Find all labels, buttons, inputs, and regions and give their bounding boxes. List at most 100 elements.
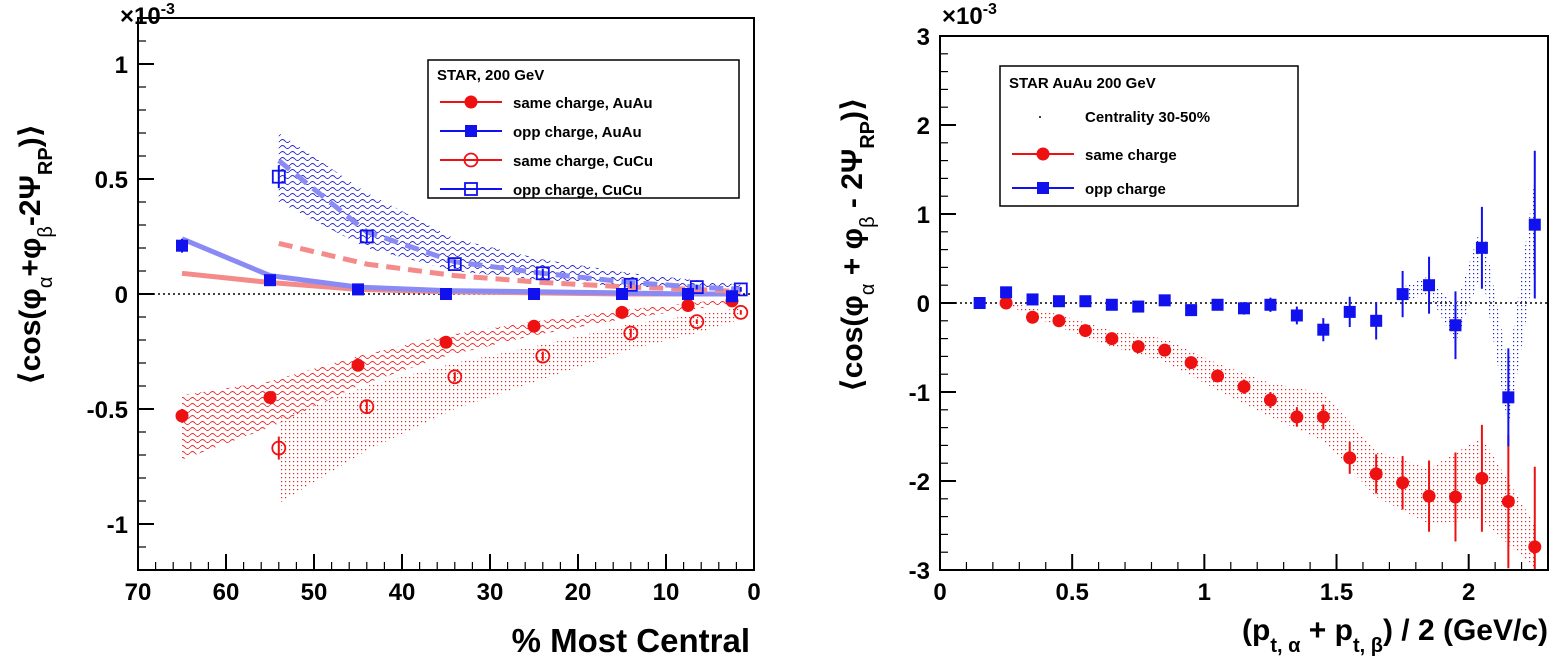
right-x-tick-label-4: 2 — [1462, 579, 1475, 606]
right-point-s1-8 — [1185, 304, 1198, 317]
right-legend-label-1: opp charge — [1085, 181, 1166, 198]
right-legend-box — [999, 65, 1299, 207]
right-legend-marker-1 — [1037, 182, 1049, 194]
left-ylabel-sub-rp: RP — [35, 147, 57, 175]
right-data-points — [973, 150, 1542, 570]
right-y-tick-label-4: 1 — [917, 202, 930, 229]
right-point-s1-15 — [1370, 314, 1383, 327]
left-legend-label-1: opp charge, AuAu — [513, 124, 642, 141]
left-point-s1-3 — [440, 288, 452, 300]
left-ylabel-main: ⟨cos(φ — [14, 288, 47, 385]
left-panel: 70 60 50 40 30 20 10 0 -1 -0.5 0 0.5 1 ×10-3 ⟨cos(φα… — [14, 1, 761, 659]
right-y-tick-label-0: -3 — [909, 558, 930, 585]
right-exponent-base: ×10 — [942, 3, 983, 30]
right-point-s0-9 — [1237, 380, 1251, 394]
right-point-s0-5 — [1131, 340, 1145, 354]
right-point-s0-10 — [1263, 393, 1277, 407]
left-legend-label-3: opp charge, CuCu — [513, 182, 642, 199]
right-ylabel-close: )⟩ — [836, 97, 869, 121]
left-legend-label-2: same charge, CuCu — [513, 153, 653, 170]
left-x-tick-label-2: 50 — [301, 579, 328, 606]
right-x-tick-label-1: 0.5 — [1055, 579, 1088, 606]
left-x-tick-label-7: 0 — [747, 579, 760, 606]
right-ylabel-sub-beta: β — [857, 216, 879, 228]
left-point-s2-2 — [447, 369, 463, 385]
left-ylabel-plus-phi: +φ — [14, 238, 47, 277]
right-point-s1-10 — [1238, 302, 1250, 315]
left-point-s0-4 — [527, 319, 541, 333]
right-axis-ticks: 0 0.5 1 1.5 2 -3 -2 -1 0 1 2 3 — [909, 24, 1549, 606]
left-exponent-base: ×10 — [120, 3, 161, 30]
right-y-tick-label-1: -2 — [909, 469, 930, 496]
left-point-s3-5 — [689, 280, 704, 295]
right-point-s1-12 — [1290, 309, 1303, 322]
left-x-tick-label-3: 40 — [389, 579, 416, 606]
right-point-s0-18 — [1475, 471, 1489, 485]
left-legend-title: STAR, 200 GeV — [437, 67, 544, 84]
right-point-s1-19 — [1475, 241, 1488, 254]
left-legend-label-0: same charge, AuAu — [513, 95, 653, 112]
right-legend-dot-marker — [1039, 116, 1041, 118]
right-point-s0-2 — [1052, 314, 1066, 328]
left-legend-marker-1 — [465, 125, 477, 137]
left-ylabel-sub-beta: β — [35, 226, 57, 238]
right-point-s1-7 — [1158, 294, 1171, 307]
right-legend-marker-0 — [1036, 147, 1050, 161]
right-point-s1-14 — [1343, 305, 1356, 318]
right-point-s0-17 — [1448, 490, 1462, 504]
right-exponent-power: -3 — [983, 1, 997, 18]
right-xlabel-sub-beta: t, β — [1353, 635, 1383, 657]
left-point-s0-1 — [263, 391, 277, 404]
left-ylabel-psi: -2Ψ — [14, 175, 47, 226]
right-point-s0-15 — [1396, 476, 1410, 490]
left-point-s0-0 — [175, 409, 189, 423]
left-x-tick-label-5: 20 — [565, 579, 592, 606]
right-point-s0-14 — [1369, 467, 1383, 481]
left-point-s0-2 — [351, 358, 365, 372]
right-point-s0-7 — [1184, 356, 1198, 370]
left-point-s0-6 — [681, 299, 695, 312]
right-ylabel-sub-rp: RP — [857, 121, 879, 149]
left-y-axis-title: ⟨cos(φα+φβ-2ΨRP)⟩ — [14, 124, 57, 385]
left-exponent-label: ×10-3 — [120, 1, 175, 30]
right-point-s1-20 — [1502, 391, 1515, 404]
right-y-axis-title: ⟨cos(φα + φβ - 2ΨRP)⟩ — [836, 97, 879, 392]
left-band-0 — [182, 298, 732, 460]
right-point-s1-18 — [1449, 319, 1462, 332]
right-point-s1-11 — [1264, 298, 1277, 311]
right-point-s1-17 — [1423, 279, 1436, 292]
left-point-s2-3 — [535, 348, 551, 364]
left-band-2 — [278, 133, 741, 292]
left-y-tick-label-0: -1 — [107, 512, 128, 539]
left-point-s1-4 — [528, 288, 540, 300]
right-xlabel-main: (p — [1242, 614, 1270, 647]
right-point-s0-1 — [1026, 310, 1040, 324]
right-point-s1-16 — [1396, 288, 1409, 301]
right-point-s1-9 — [1211, 298, 1224, 311]
right-xlabel-sub-alpha: t, α — [1270, 635, 1301, 657]
right-point-s1-1 — [1000, 286, 1013, 299]
right-x-axis-title: (pt, α + pt, β) / 2 (GeV/c) — [1242, 614, 1548, 657]
left-point-s1-2 — [352, 283, 364, 296]
right-x-tick-label-0: 0 — [933, 579, 946, 606]
left-point-s2-5 — [689, 314, 705, 330]
left-model-curve-opp-AuAu-solid — [181, 236, 732, 297]
right-legend-label-0: same charge — [1085, 147, 1177, 164]
right-point-s1-3 — [1052, 295, 1065, 308]
right-point-s1-6 — [1132, 300, 1145, 313]
right-point-s0-13 — [1343, 451, 1357, 465]
left-y-tick-label-4: 1 — [115, 52, 128, 79]
right-point-s0-16 — [1422, 489, 1436, 503]
left-point-s1-5 — [616, 288, 628, 300]
left-point-s2-0 — [271, 440, 287, 456]
left-y-tick-label-1: -0.5 — [87, 397, 128, 424]
right-point-s0-6 — [1158, 343, 1172, 357]
left-legend-marker-0 — [464, 95, 478, 109]
left-point-s1-1 — [264, 274, 276, 287]
right-point-s1-13 — [1317, 323, 1330, 336]
right-xlabel-tail: ) / 2 (GeV/c) — [1383, 614, 1548, 647]
right-ylabel-psi: - 2Ψ — [836, 149, 869, 217]
